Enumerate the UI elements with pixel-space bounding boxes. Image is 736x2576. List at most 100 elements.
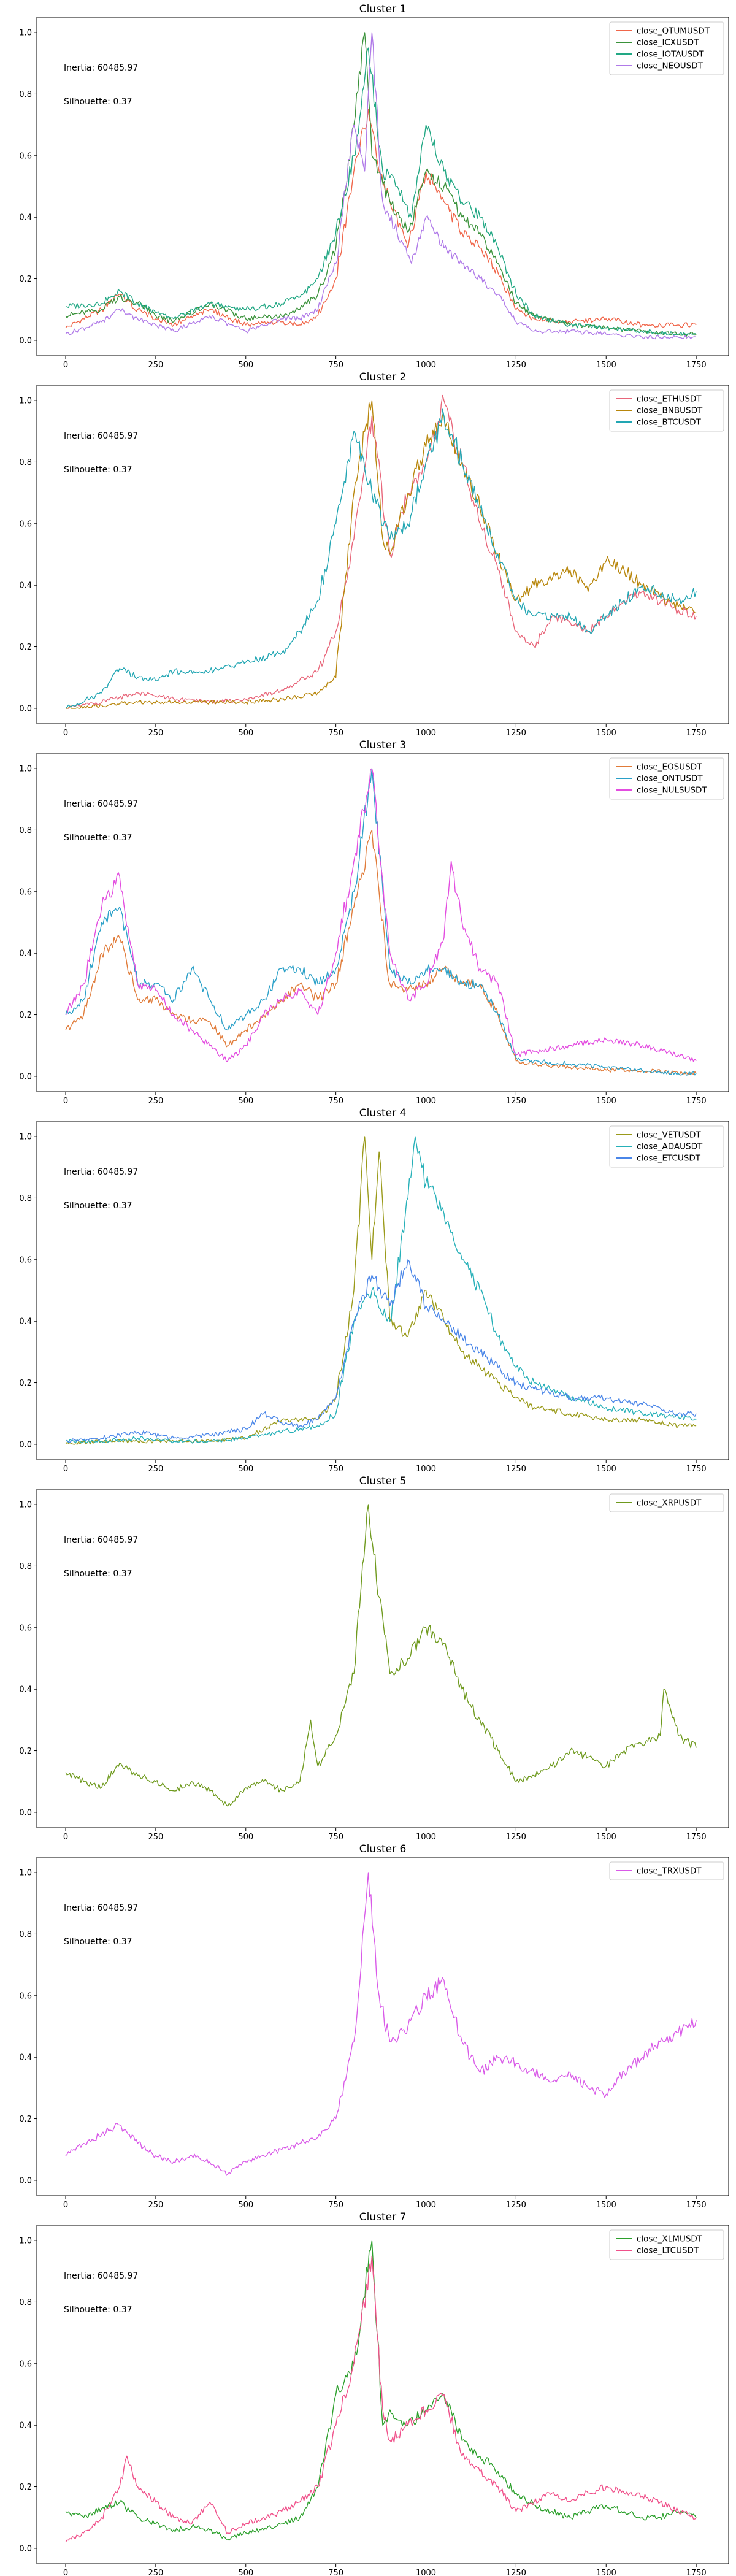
x-tick-label: 1000 — [416, 2201, 436, 2208]
x-tick-label: 1000 — [416, 1833, 436, 1840]
x-tick-label: 250 — [148, 361, 163, 368]
y-tick-label: 0.8 — [19, 1562, 32, 1571]
x-tick-label: 1000 — [416, 1465, 436, 1472]
x-tick-label: 1000 — [416, 2569, 436, 2576]
series-line-close_XLMUSDT — [65, 2240, 697, 2541]
y-tick-label: 1.0 — [19, 1133, 32, 1142]
legend-box — [609, 1125, 724, 1168]
legend-label: close_LTCUSDT — [637, 2246, 699, 2256]
plot-frame — [36, 1121, 729, 1460]
inertia-annotation: Inertia: 60485.97 — [64, 431, 138, 441]
series-line-close_XRPUSDT — [65, 1504, 697, 1807]
legend-label: close_EOSUSDT — [637, 762, 702, 772]
x-tick-label: 750 — [328, 1833, 343, 1840]
chart-panel-6: Cluster 6 0 250 500 750 1000 1250 1500 1750 0.0 0.… — [19, 1843, 729, 2208]
chart-title: Cluster 2 — [359, 371, 407, 383]
legend-box — [609, 1861, 724, 1880]
y-tick-label: 0.6 — [19, 151, 32, 161]
y-tick-label: 0.0 — [19, 704, 32, 713]
y-tick-label: 0.2 — [19, 1011, 32, 1020]
y-tick-label: 1.0 — [19, 765, 32, 774]
inertia-annotation: Inertia: 60485.97 — [64, 1535, 138, 1545]
y-tick-label: 0.4 — [19, 581, 32, 591]
series-group — [65, 32, 697, 340]
x-tick-label: 250 — [148, 1465, 163, 1472]
x-tick-label: 1500 — [596, 2569, 616, 2576]
x-tick-label: 1500 — [596, 1465, 616, 1472]
series-line-close_EOSUSDT — [65, 829, 697, 1076]
y-tick-label: 0.6 — [19, 1623, 32, 1633]
y-tick-label: 0.2 — [19, 1747, 32, 1756]
x-tick-label: 250 — [148, 1097, 163, 1104]
legend-label: close_IOTAUSDT — [637, 50, 704, 59]
x-tick-label: 500 — [238, 1097, 253, 1104]
y-tick-label: 0.0 — [19, 336, 32, 345]
chart-panel-3: Cluster 3 0 250 500 750 1000 1250 1500 1750 0.0 0.… — [19, 739, 729, 1104]
y-tick-label: 0.0 — [19, 1072, 32, 1081]
x-tick-label: 250 — [148, 1833, 163, 1840]
x-tick-label: 750 — [328, 2201, 343, 2208]
series-line-close_VETUSDT — [65, 1136, 697, 1445]
y-tick-label: 0.8 — [19, 826, 32, 835]
series-group — [65, 1504, 697, 1807]
x-tick-label: 0 — [63, 1833, 68, 1840]
series-line-close_BNBUSDT — [66, 400, 697, 709]
y-tick-label: 0.6 — [19, 1991, 32, 2001]
legend-label: close_NULSUSDT — [637, 786, 707, 795]
y-tick-label: 0.8 — [19, 458, 32, 467]
x-tick-label: 1500 — [596, 1097, 616, 1104]
x-tick-label: 1250 — [506, 1465, 526, 1472]
x-tick-label: 1750 — [686, 2569, 707, 2576]
x-tick-label: 1000 — [416, 729, 436, 736]
chart-title: Cluster 7 — [359, 2211, 407, 2223]
x-tick-label: 750 — [328, 729, 343, 736]
series-line-close_LTCUSDT — [65, 2255, 697, 2543]
series-line-close_ICXUSDT — [65, 32, 697, 337]
legend-label: close_BNBUSDT — [637, 406, 703, 416]
x-tick-label: 1500 — [596, 1833, 616, 1840]
chart-panel-7: Cluster 7 0 250 500 750 1000 1250 1500 1750 0.0 0.… — [19, 2211, 729, 2576]
y-tick-label: 0.6 — [19, 887, 32, 897]
y-tick-label: 0.6 — [19, 2359, 32, 2369]
series-line-close_BTCUSDT — [65, 408, 697, 709]
series-line-close_IOTAUSDT — [65, 47, 697, 336]
legend-label: close_TRXUSDT — [637, 1866, 702, 1876]
x-tick-label: 0 — [63, 1097, 68, 1104]
plot-frame — [36, 753, 729, 1092]
x-tick-label: 750 — [328, 361, 343, 368]
x-tick-label: 1750 — [686, 361, 707, 368]
silhouette-annotation: Silhouette: 0.37 — [64, 1937, 132, 1947]
series-group — [65, 2240, 697, 2543]
series-group — [65, 1872, 697, 2176]
legend-label: close_VETUSDT — [637, 1130, 701, 1140]
chart-title: Cluster 1 — [359, 3, 407, 15]
chart-title: Cluster 4 — [359, 1107, 407, 1119]
y-tick-label: 0.2 — [19, 2483, 32, 2492]
x-tick-label: 250 — [148, 2569, 163, 2576]
x-tick-label: 250 — [148, 729, 163, 736]
x-tick-label: 1750 — [686, 2201, 707, 2208]
silhouette-annotation: Silhouette: 0.37 — [64, 833, 132, 843]
y-tick-label: 1.0 — [19, 1501, 32, 1510]
x-tick-label: 1750 — [686, 1465, 707, 1472]
x-tick-label: 1000 — [416, 361, 436, 368]
y-tick-label: 0.4 — [19, 213, 32, 223]
x-tick-label: 1250 — [506, 2201, 526, 2208]
inertia-annotation: Inertia: 60485.97 — [64, 63, 138, 73]
x-tick-label: 1500 — [596, 729, 616, 736]
chart-title: Cluster 3 — [359, 739, 407, 751]
y-tick-label: 1.0 — [19, 1869, 32, 1878]
inertia-annotation: Inertia: 60485.97 — [64, 1167, 138, 1177]
plot-frame — [36, 1857, 729, 2196]
plot-frame — [36, 17, 729, 356]
x-tick-label: 0 — [63, 729, 68, 736]
legend-label: close_NEOUSDT — [637, 61, 703, 71]
x-tick-label: 0 — [63, 2569, 68, 2576]
x-tick-label: 500 — [238, 1833, 253, 1840]
legend-label: close_ONTUSDT — [637, 774, 703, 784]
chart-title: Cluster 6 — [359, 1843, 407, 1855]
y-tick-label: 0.6 — [19, 519, 32, 529]
x-tick-label: 500 — [238, 2569, 253, 2576]
y-tick-label: 0.4 — [19, 2421, 32, 2431]
